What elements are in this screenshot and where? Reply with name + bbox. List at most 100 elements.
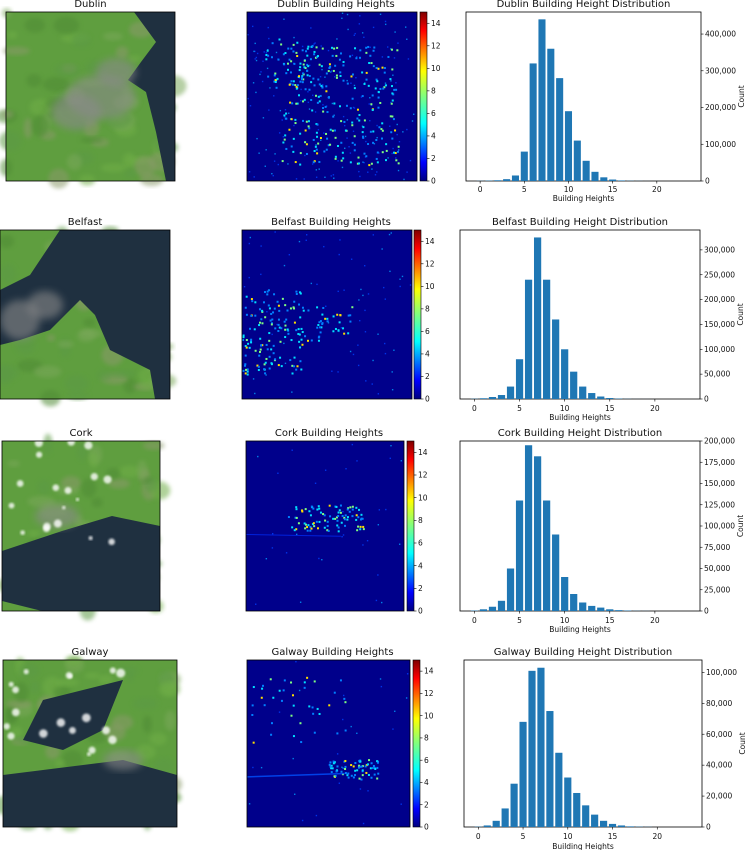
- heatmap-pixel: [289, 307, 292, 310]
- heatmap-pixel: [322, 306, 325, 309]
- heatmap-pixel: [257, 369, 260, 372]
- histogram-bar[interactable]: [597, 396, 605, 399]
- heatmap-pixel: [311, 109, 314, 112]
- heatmap-pixel: [306, 529, 309, 532]
- heatmap-pixel: [289, 101, 292, 104]
- histogram-bar[interactable]: [606, 398, 614, 399]
- heatmap-pixel: [287, 47, 290, 50]
- heatmap-pixel: [372, 765, 375, 768]
- histogram-bar[interactable]: [524, 279, 533, 399]
- histogram-bar[interactable]: [506, 568, 515, 612]
- histogram-bar[interactable]: [561, 349, 569, 399]
- histogram-bar[interactable]: [570, 371, 578, 399]
- heatmap-pixel: [274, 72, 277, 75]
- satellite-cloud: [12, 686, 19, 694]
- histogram-bar[interactable]: [564, 111, 573, 181]
- histogram-bar[interactable]: [479, 398, 488, 399]
- heatmap-pixel: [305, 239, 307, 242]
- colorbar[interactable]: [412, 659, 421, 828]
- histogram-bar[interactable]: [552, 534, 560, 612]
- histogram-bar[interactable]: [529, 63, 537, 181]
- histogram-bar[interactable]: [494, 180, 502, 181]
- histogram-bar[interactable]: [528, 670, 536, 827]
- histogram-bar[interactable]: [609, 179, 617, 181]
- histogram-bar[interactable]: [506, 386, 515, 399]
- y-tick-label: 0: [704, 607, 709, 616]
- histogram-bar[interactable]: [546, 711, 554, 827]
- histogram-bar[interactable]: [515, 500, 524, 612]
- histogram-bar[interactable]: [626, 826, 634, 827]
- x-tick-label: 20: [652, 185, 662, 194]
- heatmap-pixel: [295, 516, 298, 519]
- heatmap-pixel: [286, 62, 289, 65]
- x-tick-label: 5: [522, 185, 527, 194]
- histogram-bar[interactable]: [543, 279, 551, 399]
- heatmap-pixel: [292, 50, 295, 53]
- histogram-bar[interactable]: [479, 609, 488, 611]
- histogram-bar[interactable]: [573, 792, 581, 827]
- histogram-bar[interactable]: [564, 777, 572, 827]
- histogram-bar[interactable]: [497, 395, 506, 399]
- histogram-bar[interactable]: [608, 823, 617, 827]
- histogram-bar[interactable]: [556, 78, 564, 181]
- heatmap-pixel: [369, 97, 371, 99]
- histogram-bar[interactable]: [503, 179, 511, 181]
- histogram-bar[interactable]: [552, 319, 560, 399]
- heatmap-pixel: [289, 359, 292, 362]
- histogram-bar[interactable]: [483, 825, 491, 827]
- histogram-bar[interactable]: [488, 606, 497, 611]
- heatmap-pixel: [367, 773, 370, 776]
- histogram-bar[interactable]: [497, 600, 506, 611]
- histogram-bar[interactable]: [510, 783, 518, 827]
- heatmap-pixel: [295, 178, 298, 180]
- histogram-bar[interactable]: [515, 359, 524, 399]
- histogram-bar[interactable]: [600, 177, 608, 181]
- histogram-bar[interactable]: [617, 180, 626, 181]
- histogram-bar[interactable]: [519, 721, 527, 827]
- histogram-bar[interactable]: [533, 456, 542, 611]
- histogram-bar[interactable]: [606, 609, 614, 611]
- heatmap-pixel: [299, 66, 302, 69]
- histogram-bar[interactable]: [600, 820, 608, 827]
- heatmap-pixel: [334, 327, 337, 330]
- histogram-bar[interactable]: [579, 602, 587, 612]
- colorbar[interactable]: [413, 229, 422, 400]
- histogram-bar[interactable]: [617, 825, 626, 827]
- heatmap-pixel: [261, 344, 264, 347]
- histogram-bar[interactable]: [547, 48, 555, 181]
- histogram-bar[interactable]: [615, 610, 623, 611]
- colorbar-tick-label: 0: [431, 177, 436, 186]
- histogram-bar[interactable]: [488, 397, 497, 399]
- histogram-bar[interactable]: [538, 19, 546, 182]
- colorbar[interactable]: [419, 11, 428, 182]
- histogram-bar[interactable]: [511, 175, 520, 181]
- terrain-patch: [84, 672, 101, 679]
- histogram-bar[interactable]: [524, 445, 533, 611]
- histogram-bar[interactable]: [543, 500, 551, 612]
- histogram-bar[interactable]: [591, 171, 599, 181]
- histogram-bar[interactable]: [520, 151, 528, 181]
- histogram-bar[interactable]: [597, 607, 605, 611]
- histogram-bar[interactable]: [588, 605, 596, 611]
- histogram-bar[interactable]: [573, 140, 581, 181]
- histogram-bar[interactable]: [492, 820, 500, 827]
- histogram-bar[interactable]: [582, 160, 590, 181]
- heatmap-pixel: [359, 760, 362, 763]
- heatmap-pixel: [351, 515, 354, 518]
- histogram-bar[interactable]: [555, 752, 563, 827]
- histogram-bar[interactable]: [533, 237, 542, 399]
- heatmap-pixel: [381, 122, 384, 125]
- histogram-bar[interactable]: [561, 577, 569, 611]
- histogram-bar[interactable]: [591, 814, 599, 827]
- terrain-patch: [1, 8, 12, 18]
- histogram-bar[interactable]: [588, 393, 596, 399]
- histogram-bar[interactable]: [579, 386, 587, 399]
- histogram-bar[interactable]: [570, 594, 578, 611]
- histogram-bar[interactable]: [537, 667, 545, 827]
- heatmap-pixel: [278, 132, 281, 134]
- histogram-bar[interactable]: [501, 808, 509, 827]
- colorbar-tick-label: 14: [431, 19, 441, 28]
- heatmap-pixel: [285, 112, 288, 115]
- histogram-bar[interactable]: [582, 805, 590, 827]
- colorbar[interactable]: [406, 440, 415, 612]
